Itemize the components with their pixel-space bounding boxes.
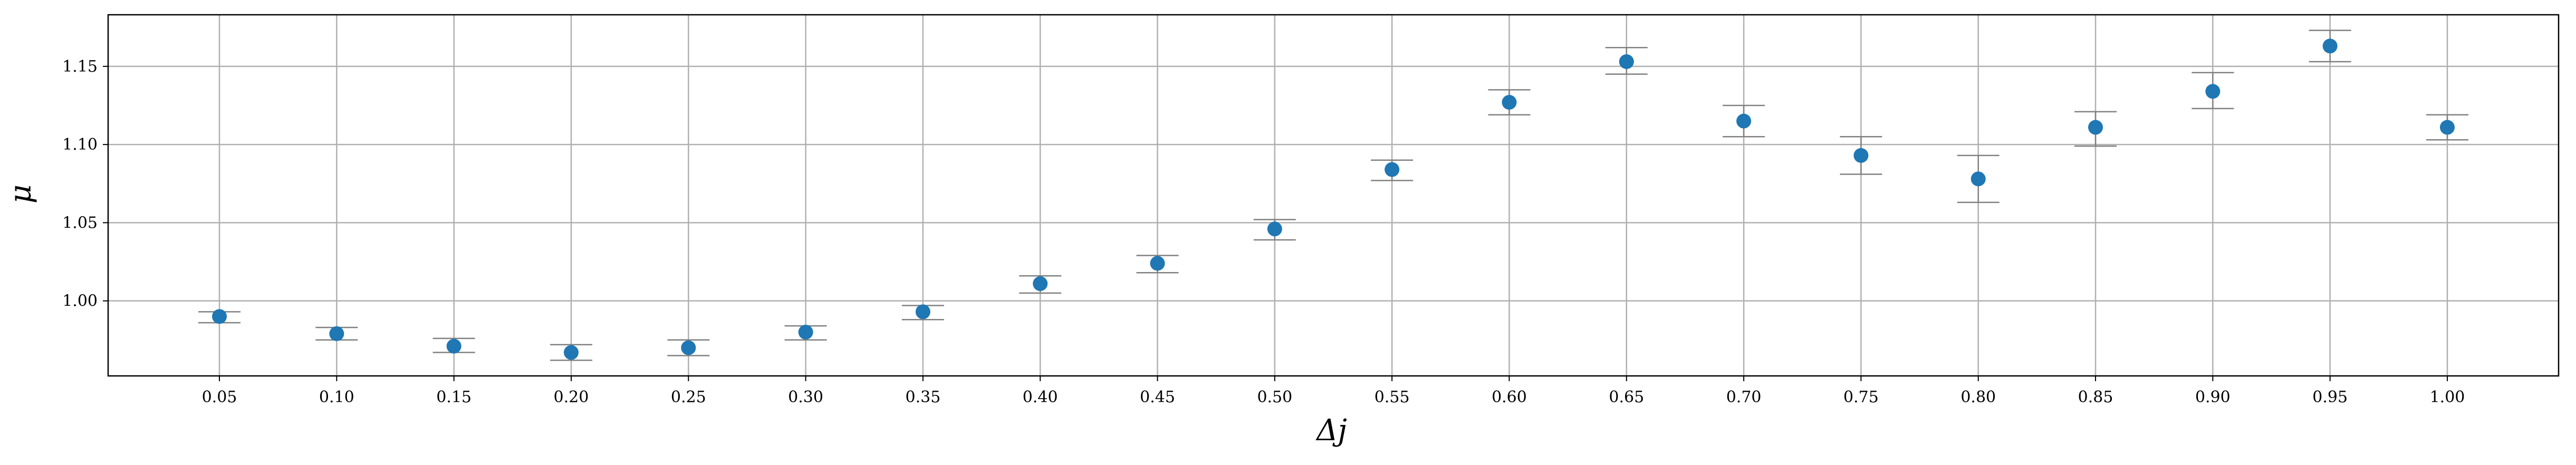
x-tick-label: 0.30 bbox=[788, 388, 823, 406]
data-point bbox=[681, 340, 696, 355]
y-tick-label: 1.00 bbox=[62, 292, 98, 311]
x-tick-label: 0.95 bbox=[2312, 388, 2348, 406]
x-tick-label: 0.85 bbox=[2078, 388, 2113, 406]
x-tick-label: 0.70 bbox=[1726, 388, 1762, 406]
data-point bbox=[1267, 221, 1282, 237]
x-tick-label: 0.25 bbox=[671, 388, 706, 406]
data-point bbox=[1150, 256, 1165, 271]
data-point bbox=[2440, 120, 2455, 135]
data-point bbox=[1033, 276, 1048, 292]
data-point bbox=[1736, 113, 1752, 129]
error-bars bbox=[198, 30, 2468, 361]
y-tick-label: 1.05 bbox=[62, 214, 98, 232]
x-axis-label: Δj bbox=[1315, 413, 1347, 448]
data-point bbox=[1502, 95, 1517, 110]
x-tick-label: 0.05 bbox=[202, 388, 237, 406]
data-point bbox=[1619, 54, 1634, 69]
data-point bbox=[563, 345, 579, 360]
x-tick-label: 0.40 bbox=[1023, 388, 1058, 406]
x-tick-label: 0.75 bbox=[1843, 388, 1879, 406]
x-tick-label: 0.90 bbox=[2195, 388, 2231, 406]
data-point bbox=[2088, 120, 2103, 135]
y-tick-label: 1.15 bbox=[62, 57, 98, 76]
data-point bbox=[329, 326, 344, 341]
data-points bbox=[212, 38, 2455, 360]
y-tick-label: 1.10 bbox=[62, 135, 98, 154]
axes bbox=[103, 14, 2560, 381]
data-point bbox=[2205, 84, 2221, 99]
data-point bbox=[1853, 148, 1869, 163]
tick-labels: 0.05 0.10 0.15 0.20 0.25 0.30 0.35 0.40 0.45 0.50… bbox=[62, 57, 2465, 406]
x-tick-label: 0.10 bbox=[319, 388, 354, 406]
x-tick-label: 0.15 bbox=[436, 388, 472, 406]
grid bbox=[108, 15, 2559, 376]
data-point bbox=[1385, 162, 1400, 177]
x-tick-label: 0.45 bbox=[1140, 388, 1175, 406]
x-tick-label: 0.50 bbox=[1257, 388, 1292, 406]
data-point bbox=[212, 309, 227, 324]
data-point bbox=[915, 304, 930, 319]
x-tick-label: 0.60 bbox=[1492, 388, 1527, 406]
y-axis-label: μ bbox=[4, 185, 38, 204]
x-tick-label: 0.80 bbox=[1960, 388, 1996, 406]
data-point bbox=[1971, 171, 1986, 187]
plot-frame bbox=[107, 14, 2560, 377]
data-point bbox=[798, 324, 813, 340]
x-tick-label: 1.00 bbox=[2430, 388, 2465, 406]
x-tick-label: 0.35 bbox=[905, 388, 940, 406]
data-point bbox=[2322, 38, 2338, 54]
x-tick-label: 0.55 bbox=[1374, 388, 1410, 406]
x-tick-label: 0.20 bbox=[554, 388, 589, 406]
x-tick-label: 0.65 bbox=[1609, 388, 1644, 406]
data-point bbox=[446, 338, 462, 354]
